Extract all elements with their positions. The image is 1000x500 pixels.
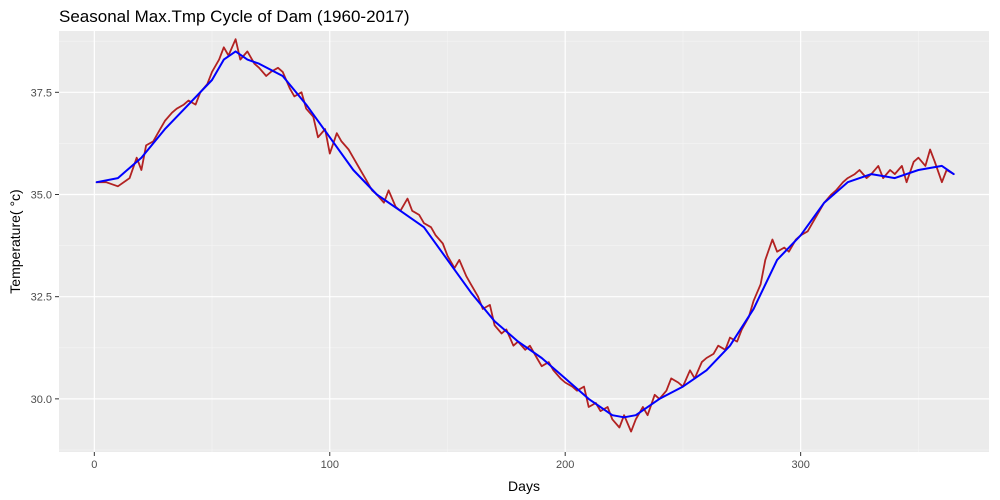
- x-tick-label: 200: [556, 459, 574, 471]
- x-tick-label: 0: [91, 459, 97, 471]
- series-lines: [95, 38, 955, 433]
- plot-panel: [59, 31, 989, 452]
- y-tick-label: 30.0: [31, 394, 52, 406]
- x-tick-label: 100: [321, 459, 339, 471]
- gridlines: [59, 31, 989, 452]
- y-axis-title: Temperature( °c): [7, 189, 23, 293]
- x-axis-title: Days: [508, 478, 540, 494]
- y-tick-label: 35.0: [31, 189, 52, 201]
- smoothed-trend-line: [95, 50, 955, 419]
- axes: 0 100 200 300 30.0 32.5 35.0 37.5: [31, 87, 810, 471]
- y-tick-label: 32.5: [31, 292, 52, 304]
- y-tick-label: 37.5: [31, 87, 52, 99]
- x-tick-label: 300: [791, 459, 809, 471]
- chart-title: Seasonal Max.Tmp Cycle of Dam (1960-2017…: [59, 7, 410, 26]
